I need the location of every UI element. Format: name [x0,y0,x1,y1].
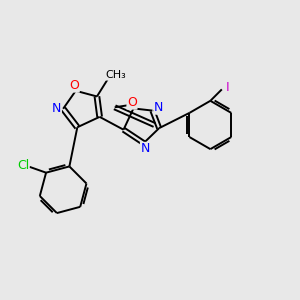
Text: N: N [52,102,61,115]
Text: I: I [225,81,229,94]
Text: N: N [154,101,164,114]
Text: O: O [69,79,79,92]
Text: O: O [127,96,137,109]
Text: N: N [140,142,150,155]
Text: CH₃: CH₃ [106,70,126,80]
Text: Cl: Cl [17,159,29,172]
